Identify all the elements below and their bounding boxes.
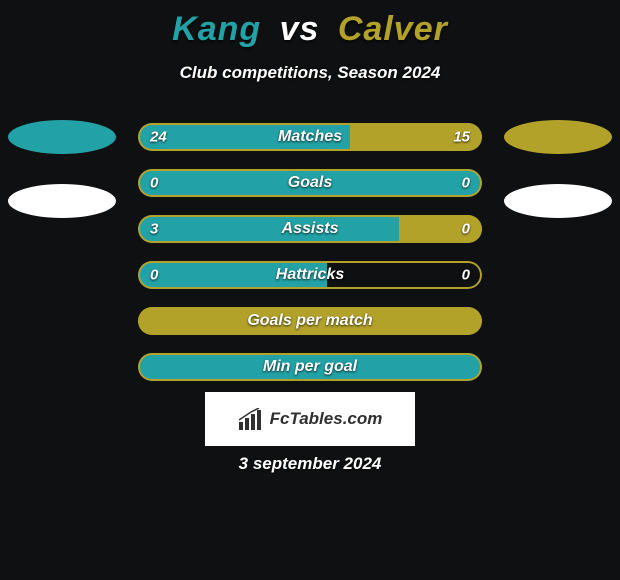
stat-row: Min per goal (138, 353, 482, 381)
placeholder-ellipses-right (504, 120, 612, 218)
stat-label: Goals per match (247, 312, 372, 330)
subtitle: Club competitions, Season 2024 (0, 63, 620, 83)
title-vs: vs (280, 10, 320, 48)
page-title: Kang vs Calver (0, 0, 620, 49)
stat-row: 3 0 Assists (138, 215, 482, 243)
stat-value-left: 0 (150, 267, 158, 284)
placeholder-ellipse (504, 120, 612, 154)
stat-value-left: 0 (150, 175, 158, 192)
stat-label: Goals (288, 174, 332, 192)
stat-row: 0 0 Goals (138, 169, 482, 197)
stat-label: Assists (282, 220, 339, 238)
stat-value-right: 0 (462, 221, 470, 238)
placeholder-ellipses-left (8, 120, 116, 218)
title-player2: Calver (338, 10, 448, 48)
stat-label: Min per goal (263, 358, 357, 376)
stat-fill-left (138, 215, 399, 243)
fctables-logo: FcTables.com (205, 392, 415, 446)
title-player1: Kang (172, 10, 261, 48)
bar-chart-icon (238, 408, 264, 430)
stat-value-left: 24 (150, 129, 167, 146)
date-text: 3 september 2024 (239, 454, 382, 474)
stat-label: Matches (278, 128, 342, 146)
stat-label: Hattricks (276, 266, 344, 284)
placeholder-ellipse (8, 184, 116, 218)
stat-value-left: 3 (150, 221, 158, 238)
stat-value-right: 15 (453, 129, 470, 146)
stat-row: 24 15 Matches (138, 123, 482, 151)
stat-row: 0 0 Hattricks (138, 261, 482, 289)
placeholder-ellipse (8, 120, 116, 154)
placeholder-ellipse (504, 184, 612, 218)
logo-text: FcTables.com (270, 409, 383, 429)
stat-value-right: 0 (462, 267, 470, 284)
stat-rows: 24 15 Matches 0 0 Goals 3 0 Assists 0 0 Hattricks Go… (138, 123, 482, 381)
stat-row: Goals per match (138, 307, 482, 335)
stat-value-right: 0 (462, 175, 470, 192)
